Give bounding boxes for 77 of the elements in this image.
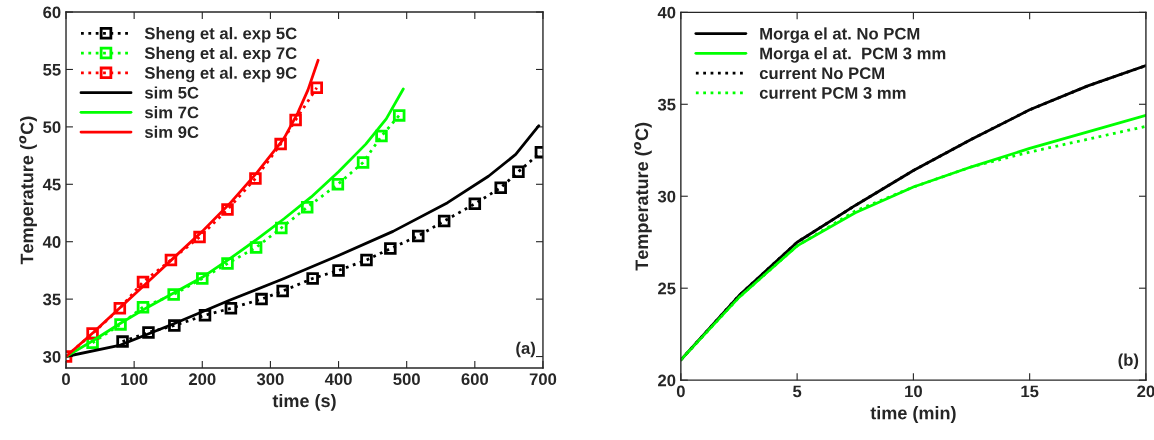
legend-label: current PCM 3 mm [759,87,906,99]
point [167,288,180,301]
x-tick-label: 500 [393,373,420,386]
point [113,302,127,315]
point [356,156,370,169]
x-tick-label: 5 [793,385,802,398]
y-tick-label: 35 [42,293,61,306]
point [114,318,127,331]
x-tick-label: 300 [256,373,284,386]
y-tick-label: 45 [42,178,61,191]
point [193,230,206,244]
x-tick-label: 600 [461,373,489,386]
y-tick-label: 40 [42,236,61,248]
legend-label: current No PCM [759,67,885,80]
point [412,229,425,243]
x-tick-label: 20 [1137,385,1154,398]
point [164,253,178,267]
y-tick-label: 55 [43,64,61,76]
point [332,264,345,277]
point [142,326,155,339]
point [331,178,345,191]
annotation: (b) [1118,353,1139,370]
y-tick-label: 60 [43,6,61,19]
point [221,257,234,270]
point [468,197,482,211]
point [275,221,288,235]
point [289,113,302,127]
legend-label: Morga el at. No PCM [760,27,920,43]
point [221,203,234,216]
point [306,272,319,285]
x-tick-label: 0 [676,385,685,398]
x-tick-label: 200 [188,373,216,386]
x-tick-label: 400 [324,373,352,386]
point [196,272,209,285]
point [249,241,263,254]
point [276,284,289,298]
legend-label: Sheng et al. exp 9C [144,66,297,83]
point [255,292,268,306]
legend-label: Sheng et al. exp 7C [144,46,297,63]
point [300,201,314,214]
point [136,275,150,289]
point [249,172,262,185]
y-axis-title: Temperature ($^{o}$C) [634,122,652,271]
point [136,300,150,314]
point [168,319,181,332]
y-axis-title: Temperature ($^{o}$C) [19,116,37,265]
legend-label: Morga el at. PCM 3 mm [760,47,946,63]
legend-label: Sheng et al. exp 5C [144,27,297,43]
point [116,335,129,348]
point [384,242,397,255]
point [198,308,212,322]
point [274,137,287,151]
x-tick-label: 0 [62,373,70,386]
point [512,165,525,178]
x-tick-label: 700 [529,373,557,386]
y-tick-label: 35 [657,98,676,111]
point [224,302,238,315]
point [375,129,388,143]
y-tick-label: 30 [657,190,676,203]
x-axis-title: time (min) [870,406,956,423]
legend-label: sim 7C [144,106,199,119]
point [437,214,451,228]
point [360,253,373,267]
point [392,109,406,122]
x-axis-title: time (s) [272,393,336,411]
legend-label: sim 9C [144,125,199,139]
legend-label: sim 5C [144,86,199,99]
y-tick-label: 25 [658,282,676,295]
y-tick-label: 50 [43,121,61,134]
point [494,181,507,194]
y-tick-label: 30 [42,350,61,363]
x-tick-label: 15 [1021,385,1039,398]
point [310,81,323,95]
annotation: (a) [516,341,535,358]
x-tick-label: 100 [121,373,148,386]
x-tick-label: 10 [905,385,922,398]
y-tick-label: 40 [657,6,676,19]
